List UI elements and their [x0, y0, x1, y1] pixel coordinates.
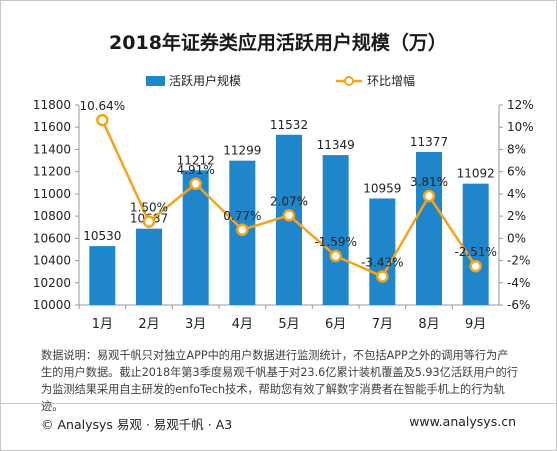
- left-tick-label: 11800: [33, 98, 71, 112]
- growth-value-label: 4.91%: [177, 163, 215, 177]
- left-tick-label: 10000: [33, 298, 71, 312]
- bar-value-labels: 1053010687112121129911532113491095911377…: [83, 118, 495, 243]
- growth-value-label: 10.64%: [79, 99, 125, 113]
- growth-marker: [142, 215, 156, 228]
- bar-value-label: 11212: [177, 153, 215, 167]
- bar-series: [89, 134, 489, 305]
- x-tick-label: 2月: [138, 317, 159, 332]
- growth-marker: [189, 177, 202, 191]
- x-tick-label: 7月: [372, 317, 393, 332]
- bar-value-label: 11349: [317, 138, 355, 152]
- x-tick-label: 8月: [418, 317, 439, 332]
- growth-value-label: -1.59%: [314, 235, 356, 249]
- bar: [136, 228, 162, 305]
- left-tick-label: 10400: [33, 254, 71, 268]
- legend-label-growth: 环比增幅: [367, 73, 415, 88]
- x-tick-label: 5月: [278, 317, 299, 332]
- growth-marker: [96, 113, 109, 127]
- x-tick-label: 4月: [232, 317, 253, 332]
- growth-marker: [236, 223, 249, 237]
- growth-value-label: 1.50%: [130, 201, 168, 215]
- right-tick-label: 4%: [507, 187, 526, 201]
- growth-marker: [422, 189, 436, 203]
- legend-label-bars: 活跃用户规模: [169, 73, 241, 88]
- left-tick-label: 11200: [33, 165, 71, 179]
- left-tick-label: 11400: [33, 142, 71, 156]
- right-tick-label: 10%: [507, 120, 534, 134]
- bar-value-label: 11532: [270, 118, 308, 132]
- x-tick-label: 9月: [465, 317, 486, 332]
- right-tick-label: -2%: [507, 254, 530, 268]
- legend-marker-growth: [344, 76, 354, 86]
- growth-marker: [376, 270, 389, 283]
- chart-title: 2018年证券类应用活跃用户规模（万）: [109, 31, 447, 54]
- growth-value-label: -3.43%: [361, 255, 403, 269]
- growth-value-label: 0.77%: [223, 209, 261, 223]
- left-tick-label: 10800: [33, 209, 71, 223]
- bar: [322, 155, 349, 305]
- footer-divider: [1, 403, 556, 404]
- bar-value-label: 10530: [83, 229, 121, 243]
- right-tick-label: -6%: [507, 298, 530, 312]
- right-tick-label: 12%: [507, 98, 534, 112]
- legend: 活跃用户规模 环比增幅: [146, 73, 415, 88]
- right-tick-label: 2%: [507, 209, 526, 223]
- growth-marker: [282, 209, 296, 222]
- chart-canvas: 2018年证券类应用活跃用户规模（万） 活跃用户规模 环比增幅 10000 102…: [33, 31, 534, 332]
- x-tick-label: 6月: [325, 317, 346, 332]
- left-tick-label: 10600: [33, 231, 71, 245]
- growth-value-label: -2.51%: [454, 245, 496, 259]
- left-tick-label: 11600: [33, 120, 71, 134]
- left-tick-label: 11000: [33, 187, 71, 201]
- bar-value-label: 11377: [410, 135, 448, 149]
- bar: [462, 183, 489, 305]
- right-tick-label: 6%: [507, 165, 526, 179]
- data-note: 数据说明：易观千帆只对独立APP中的用户数据进行监测统计，不包括APP之外的调用…: [41, 349, 518, 413]
- growth-value-labels: 10.64% 1.50% 4.91% 0.77% 2.07% -1.59% -3.43% 3.…: [79, 99, 496, 269]
- growth-markers: [96, 113, 482, 283]
- left-tick-label: 10200: [33, 276, 71, 290]
- footer-brand: © Analysys 易观 · 易观千帆 · A3: [41, 417, 233, 432]
- bar: [89, 246, 116, 305]
- legend-swatch-bars: [146, 76, 165, 86]
- bar-value-label: 11092: [457, 167, 495, 181]
- growth-value-label: 3.81%: [410, 175, 448, 189]
- footer-url[interactable]: www.analysys.cn: [409, 414, 516, 429]
- bar-value-label: 11299: [223, 144, 261, 158]
- x-axis-labels: 1月 2月 3月 4月 5月 6月 7月 8月 9月: [78, 305, 486, 332]
- right-tick-label: -4%: [507, 276, 530, 290]
- right-tick-label: 8%: [507, 142, 526, 156]
- bar: [369, 198, 396, 305]
- growth-value-label: 2.07%: [270, 194, 308, 208]
- left-axis-ticks: 10000 10200 10400 10600 10800 11000 11200 11400…: [33, 98, 79, 312]
- x-tick-label: 1月: [92, 317, 113, 332]
- growth-marker: [329, 249, 342, 263]
- x-tick-label: 3月: [185, 317, 206, 332]
- bar-value-label: 10959: [363, 181, 401, 195]
- right-axis-ticks: -6% -4% -2% 0% 2% 4% 6% 8% 10% 12%: [499, 98, 534, 312]
- growth-marker: [469, 259, 482, 273]
- right-tick-label: 0%: [507, 231, 526, 245]
- bar: [416, 152, 442, 305]
